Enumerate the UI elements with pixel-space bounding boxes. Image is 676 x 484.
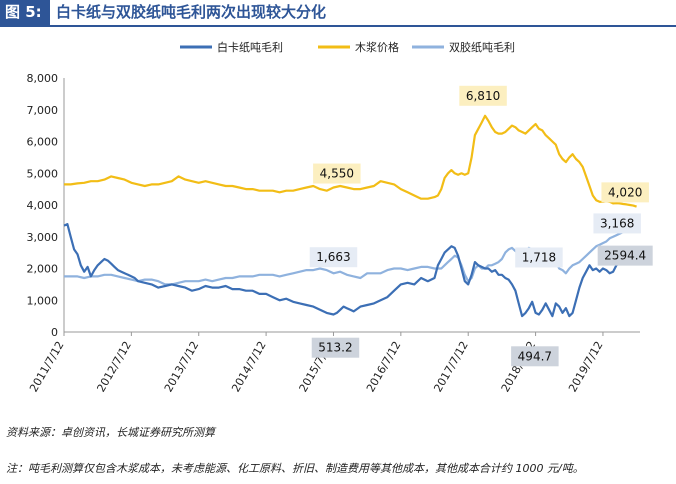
footnote: 注：吨毛利测算仅包含木浆成本，未考虑能源、化工原料、折旧、制造费用等其他成本，其… bbox=[6, 462, 584, 475]
data-label: 1,718 bbox=[522, 250, 556, 264]
y-axis: 0 1,000 2,000 3,000 4,000 5,000 6,000 7,000 8,00… bbox=[27, 72, 65, 339]
data-labels: 4,550 6,810 4,020 1,663 1,718 3,168 513.2 494.7… bbox=[309, 85, 653, 367]
data-label: 6,810 bbox=[466, 89, 500, 103]
y-tick-label: 4,000 bbox=[27, 199, 59, 212]
data-label: 2594.4 bbox=[604, 249, 646, 263]
x-tick-label: 2013/7/12 bbox=[162, 339, 201, 394]
legend-label-2: 双胶纸吨毛利 bbox=[449, 40, 515, 54]
y-tick-label: 0 bbox=[51, 326, 58, 339]
legend: 白卡纸吨毛利 木浆价格 双胶纸吨毛利 bbox=[180, 40, 515, 54]
data-label-box bbox=[593, 213, 641, 234]
data-label-box bbox=[601, 182, 649, 203]
x-tick-label: 2016/7/12 bbox=[364, 339, 403, 394]
y-tick-label: 2,000 bbox=[27, 263, 59, 276]
y-tick-label: 7,000 bbox=[27, 104, 59, 117]
data-label: 494.7 bbox=[518, 349, 552, 363]
data-label: 1,663 bbox=[316, 250, 350, 264]
x-tick-label: 2012/7/12 bbox=[95, 339, 134, 394]
data-label: 3,168 bbox=[600, 216, 634, 230]
y-tick-label: 3,000 bbox=[27, 231, 59, 244]
data-label-box bbox=[515, 247, 563, 268]
data-label-box bbox=[511, 346, 559, 367]
x-tick-label: 2011/7/12 bbox=[27, 339, 66, 394]
data-label-box bbox=[313, 163, 361, 184]
data-label: 4,550 bbox=[320, 167, 354, 181]
data-label: 4,020 bbox=[608, 185, 642, 199]
data-label: 513.2 bbox=[318, 341, 352, 355]
data-label-box bbox=[311, 337, 360, 358]
line-chart: 白卡纸吨毛利 木浆价格 双胶纸吨毛利 0 1,000 2,000 3,000 4,000 5,… bbox=[27, 40, 653, 394]
y-tick-label: 1,000 bbox=[27, 294, 59, 307]
legend-label-1: 木浆价格 bbox=[355, 40, 399, 54]
y-tick-label: 8,000 bbox=[27, 72, 59, 85]
data-label-box bbox=[597, 245, 653, 266]
y-tick-label: 5,000 bbox=[27, 167, 59, 180]
series-line-2 bbox=[64, 229, 637, 286]
x-tick-label: 2017/7/12 bbox=[431, 339, 470, 394]
y-tick-label: 6,000 bbox=[27, 136, 59, 149]
figure-title-bar: 图 5: 白卡纸与双胶纸吨毛利两次出现较大分化 bbox=[0, 0, 676, 27]
series-line-0 bbox=[63, 223, 638, 318]
data-label-box bbox=[459, 85, 507, 106]
source-note: 资料来源：卓创资讯，长城证券研究所测算 bbox=[6, 426, 215, 439]
legend-label-0: 白卡纸吨毛利 bbox=[217, 40, 283, 54]
x-tick-label: 2014/7/12 bbox=[229, 339, 268, 394]
data-label-box bbox=[309, 247, 358, 268]
x-tick-label: 2019/7/12 bbox=[566, 339, 605, 394]
figure-label: 图 5: bbox=[0, 0, 50, 25]
figure-title: 白卡纸与双胶纸吨毛利两次出现较大分化 bbox=[56, 3, 327, 21]
plot-lines bbox=[63, 114, 638, 318]
series-line-1 bbox=[64, 114, 637, 208]
